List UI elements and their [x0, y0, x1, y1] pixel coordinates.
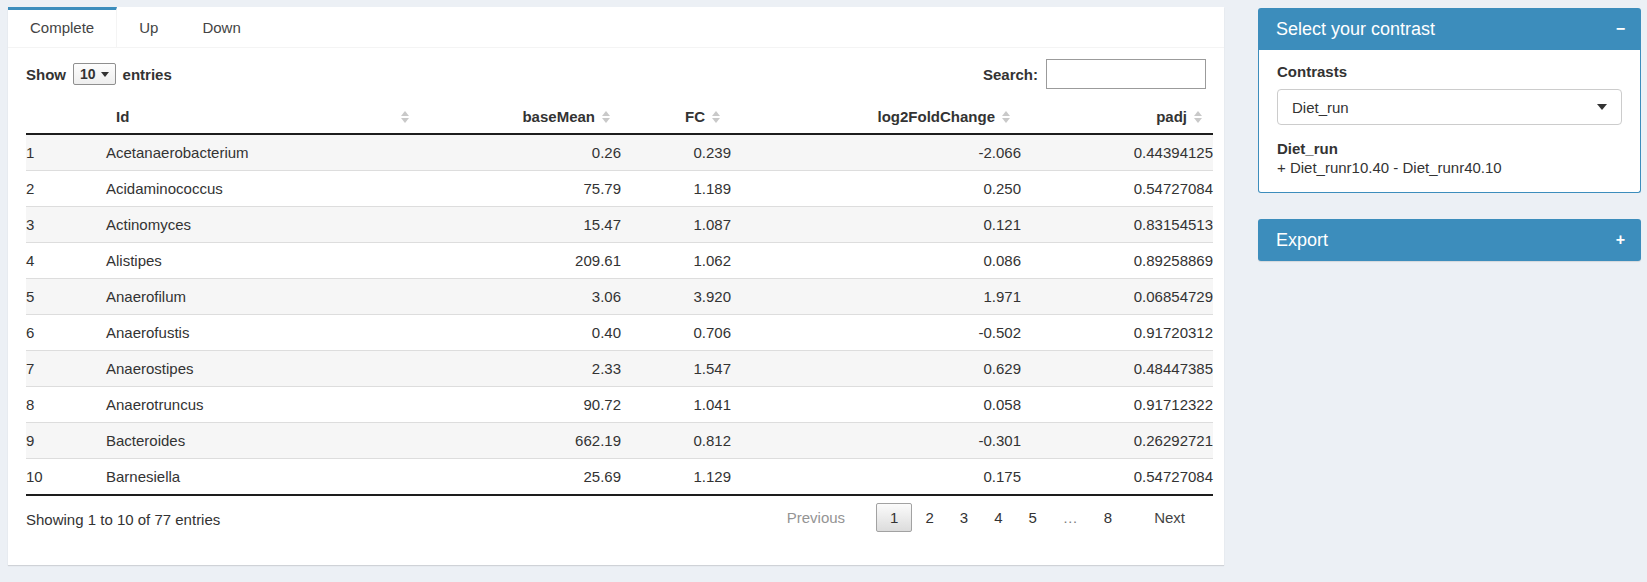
- export-box-title: Export: [1276, 230, 1328, 251]
- table-row[interactable]: 10 Barnesiella 25.69 1.129 0.175 0.54727…: [26, 459, 1213, 496]
- table-row[interactable]: 2 Acidaminococcus 75.79 1.189 0.250 0.54…: [26, 171, 1213, 207]
- table-header-row: Id baseMean FC log2FoldChange: [26, 100, 1213, 134]
- export-box: Export +: [1258, 219, 1641, 261]
- table-row[interactable]: 9 Bacteroides 662.19 0.812 -0.301 0.2629…: [26, 423, 1213, 459]
- search-input[interactable]: [1046, 59, 1206, 89]
- table-row[interactable]: 1 Acetanaerobacterium 0.26 0.239 -2.066 …: [26, 134, 1213, 171]
- page-button-1[interactable]: 1: [876, 503, 912, 532]
- column-fc[interactable]: FC: [621, 100, 731, 134]
- results-panel: Complete Up Down Show 10 entries Search:: [8, 7, 1224, 565]
- page-length-select[interactable]: 10: [73, 63, 116, 85]
- page-button-8[interactable]: 8: [1091, 503, 1125, 532]
- table-row[interactable]: 4 Alistipes 209.61 1.062 0.086 0.8925886…: [26, 243, 1213, 279]
- page-button-5[interactable]: 5: [1015, 503, 1049, 532]
- table-row[interactable]: 3 Actinomyces 15.47 1.087 0.121 0.831545…: [26, 207, 1213, 243]
- contrast-box: Select your contrast − Contrasts Diet_ru…: [1258, 8, 1641, 193]
- collapse-icon[interactable]: −: [1616, 21, 1625, 37]
- entries-label: entries: [123, 66, 172, 83]
- column-rownum: [26, 100, 106, 134]
- right-sidebar: Select your contrast − Contrasts Diet_ru…: [1258, 8, 1641, 261]
- contrast-box-title: Select your contrast: [1276, 19, 1435, 40]
- contrast-name: Diet_run: [1277, 140, 1622, 157]
- pagination-ellipsis: …: [1050, 503, 1091, 532]
- results-table: Id baseMean FC log2FoldChange: [26, 100, 1213, 496]
- tab-up[interactable]: Up: [117, 7, 180, 47]
- table-info: Showing 1 to 10 of 77 entries: [26, 507, 220, 528]
- show-label: Show: [26, 66, 66, 83]
- contrast-select-value: Diet_run: [1292, 99, 1349, 116]
- contrast-box-body: Contrasts Diet_run Diet_run + Diet_runr1…: [1258, 50, 1641, 193]
- column-id[interactable]: Id: [106, 100, 421, 134]
- contrast-select[interactable]: Diet_run: [1277, 89, 1622, 125]
- caret-down-icon: [101, 72, 109, 77]
- contrasts-label: Contrasts: [1277, 63, 1622, 80]
- tab-content: Show 10 entries Search:: [8, 59, 1224, 532]
- page-button-2[interactable]: 2: [912, 503, 946, 532]
- sort-icon[interactable]: [1194, 111, 1202, 123]
- page-length-value: 10: [80, 66, 96, 82]
- pagination: Previous 1 2 3 4 5 … 8 Next: [774, 503, 1198, 532]
- contrast-formula: + Diet_runr10.40 - Diet_runr40.10: [1277, 159, 1622, 176]
- export-box-header: Export +: [1258, 219, 1641, 261]
- tab-complete[interactable]: Complete: [8, 7, 117, 47]
- table-row[interactable]: 5 Anaerofilum 3.06 3.920 1.971 0.0685472…: [26, 279, 1213, 315]
- page-button-4[interactable]: 4: [981, 503, 1015, 532]
- column-basemean[interactable]: baseMean: [421, 100, 621, 134]
- tabs-bar: Complete Up Down: [8, 7, 1224, 48]
- sort-icon[interactable]: [401, 111, 409, 123]
- tab-down[interactable]: Down: [180, 7, 262, 47]
- expand-icon[interactable]: +: [1616, 232, 1625, 248]
- next-page-button[interactable]: Next: [1141, 503, 1198, 532]
- sort-icon[interactable]: [712, 111, 720, 123]
- contrast-box-header: Select your contrast −: [1258, 8, 1641, 50]
- column-log2foldchange[interactable]: log2FoldChange: [731, 100, 1021, 134]
- sort-icon[interactable]: [1002, 111, 1010, 123]
- page-button-3[interactable]: 3: [947, 503, 981, 532]
- sort-icon[interactable]: [602, 111, 610, 123]
- search-label: Search:: [983, 66, 1038, 83]
- page-length-control: Show 10 entries: [26, 63, 172, 85]
- table-row[interactable]: 7 Anaerostipes 2.33 1.547 0.629 0.484473…: [26, 351, 1213, 387]
- table-row[interactable]: 8 Anaerotruncus 90.72 1.041 0.058 0.9171…: [26, 387, 1213, 423]
- table-row[interactable]: 6 Anaerofustis 0.40 0.706 -0.502 0.91720…: [26, 315, 1213, 351]
- previous-page-button[interactable]: Previous: [774, 503, 858, 532]
- caret-down-icon: [1597, 104, 1607, 110]
- column-padj[interactable]: padj: [1021, 100, 1213, 134]
